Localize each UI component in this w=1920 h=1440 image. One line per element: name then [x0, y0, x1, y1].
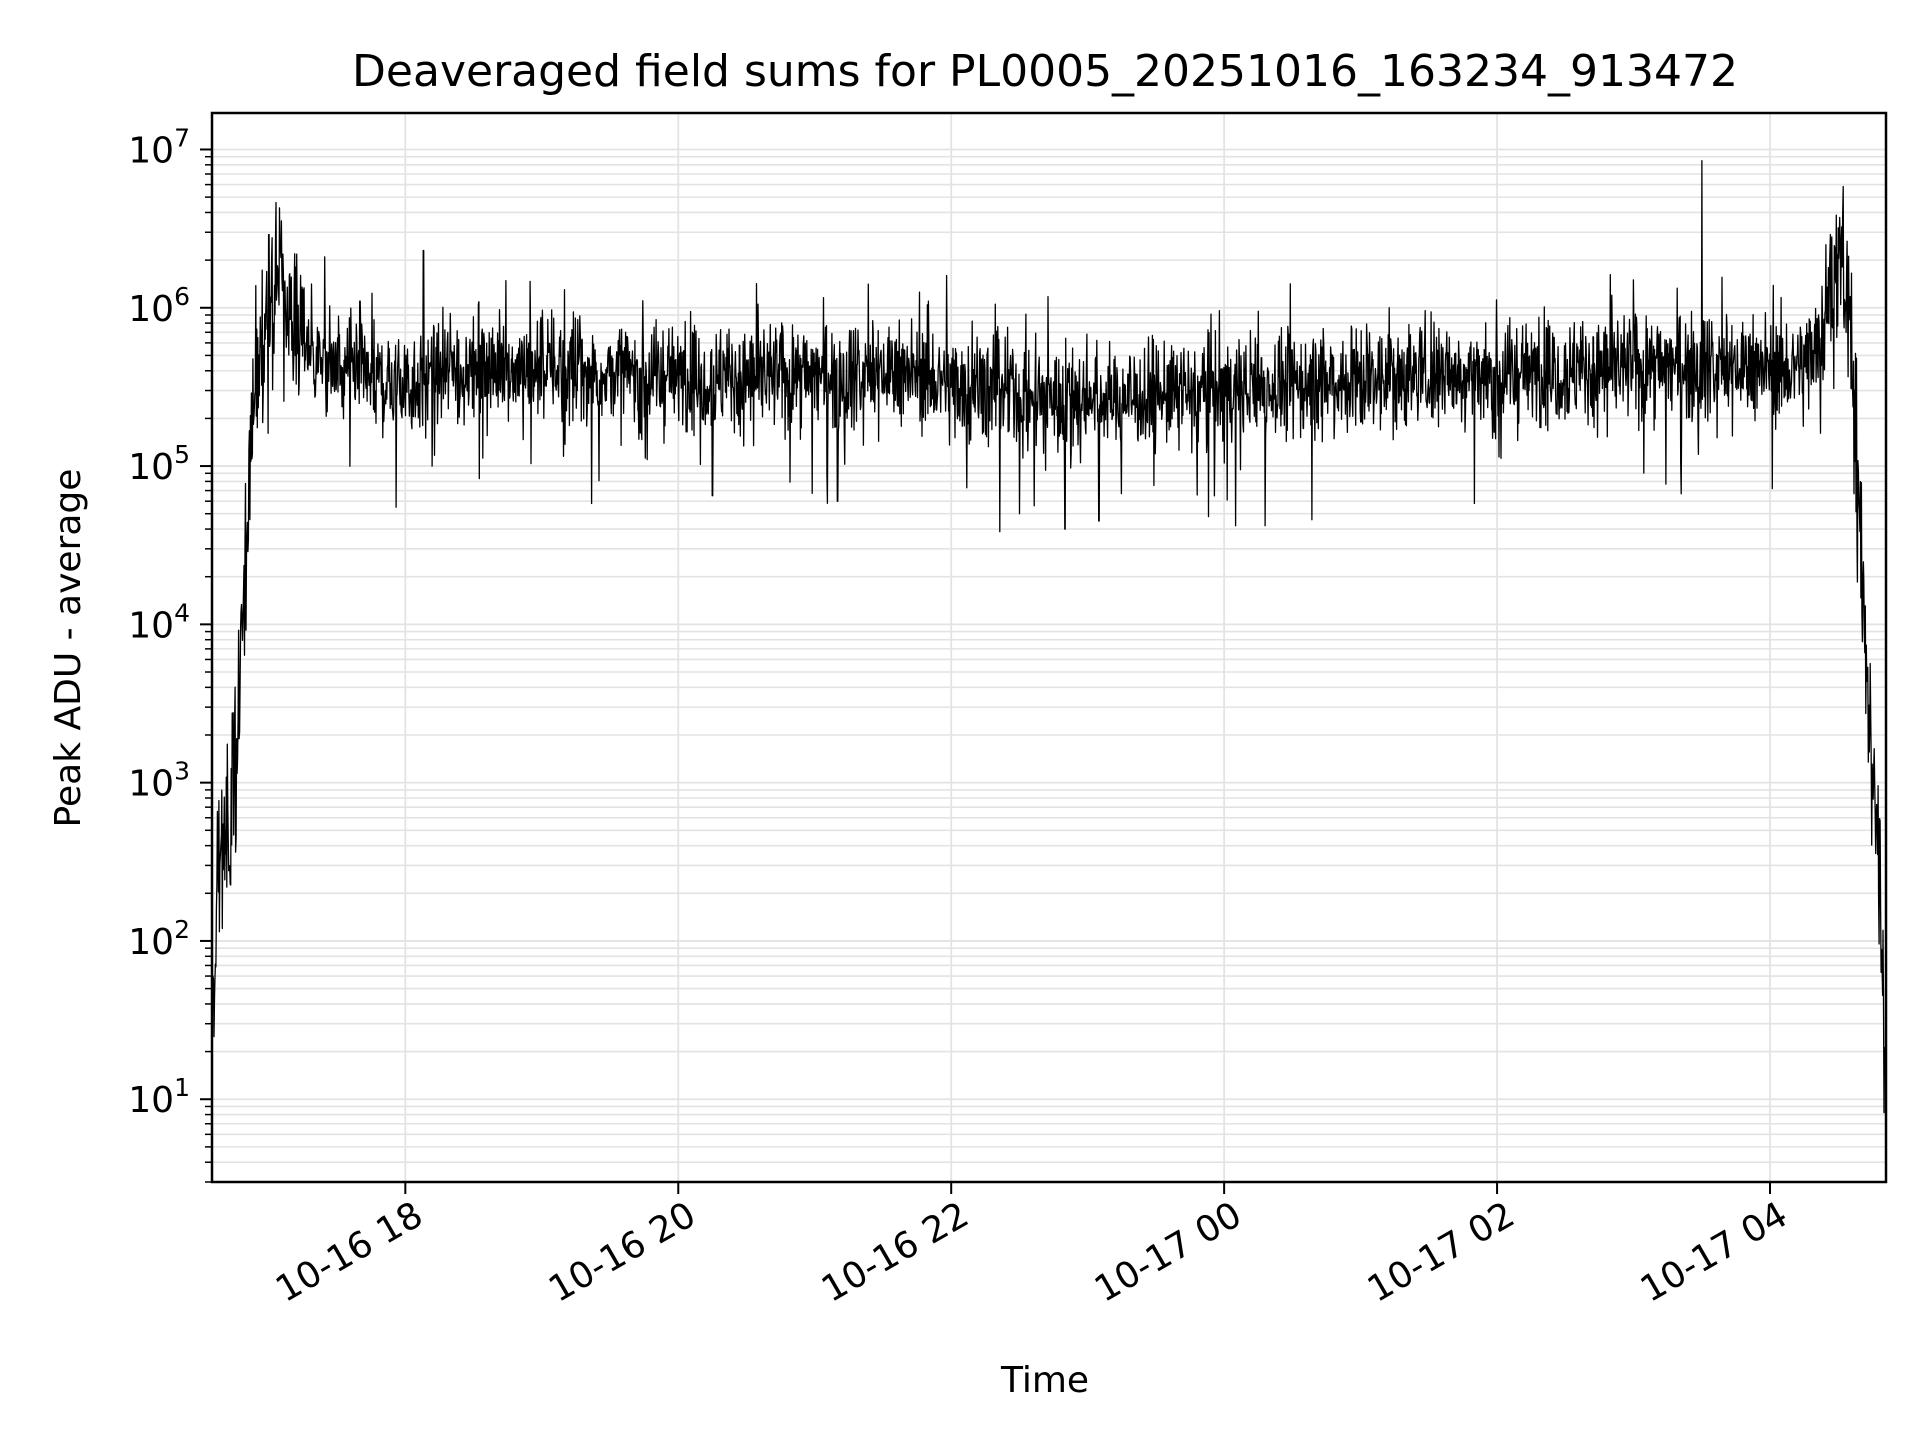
x-axis-label: Time — [1000, 1360, 1089, 1401]
y-tick-label: 104 — [128, 598, 190, 646]
y-tick-label: 105 — [128, 440, 190, 488]
data-layer — [211, 160, 1887, 1114]
y-tick-label: 106 — [128, 282, 190, 330]
y-axis-label: Peak ADU - average — [48, 469, 89, 828]
series-line-0 — [211, 160, 1887, 1114]
y-tick-label: 107 — [128, 123, 190, 171]
y-tick-label: 101 — [128, 1073, 190, 1121]
plot-frame — [210, 111, 1888, 1184]
y-tick-label: 102 — [128, 915, 190, 963]
chart-title: Deaveraged field sums for PL0005_2025101… — [352, 46, 1738, 97]
y-tick-label: 103 — [128, 757, 190, 805]
